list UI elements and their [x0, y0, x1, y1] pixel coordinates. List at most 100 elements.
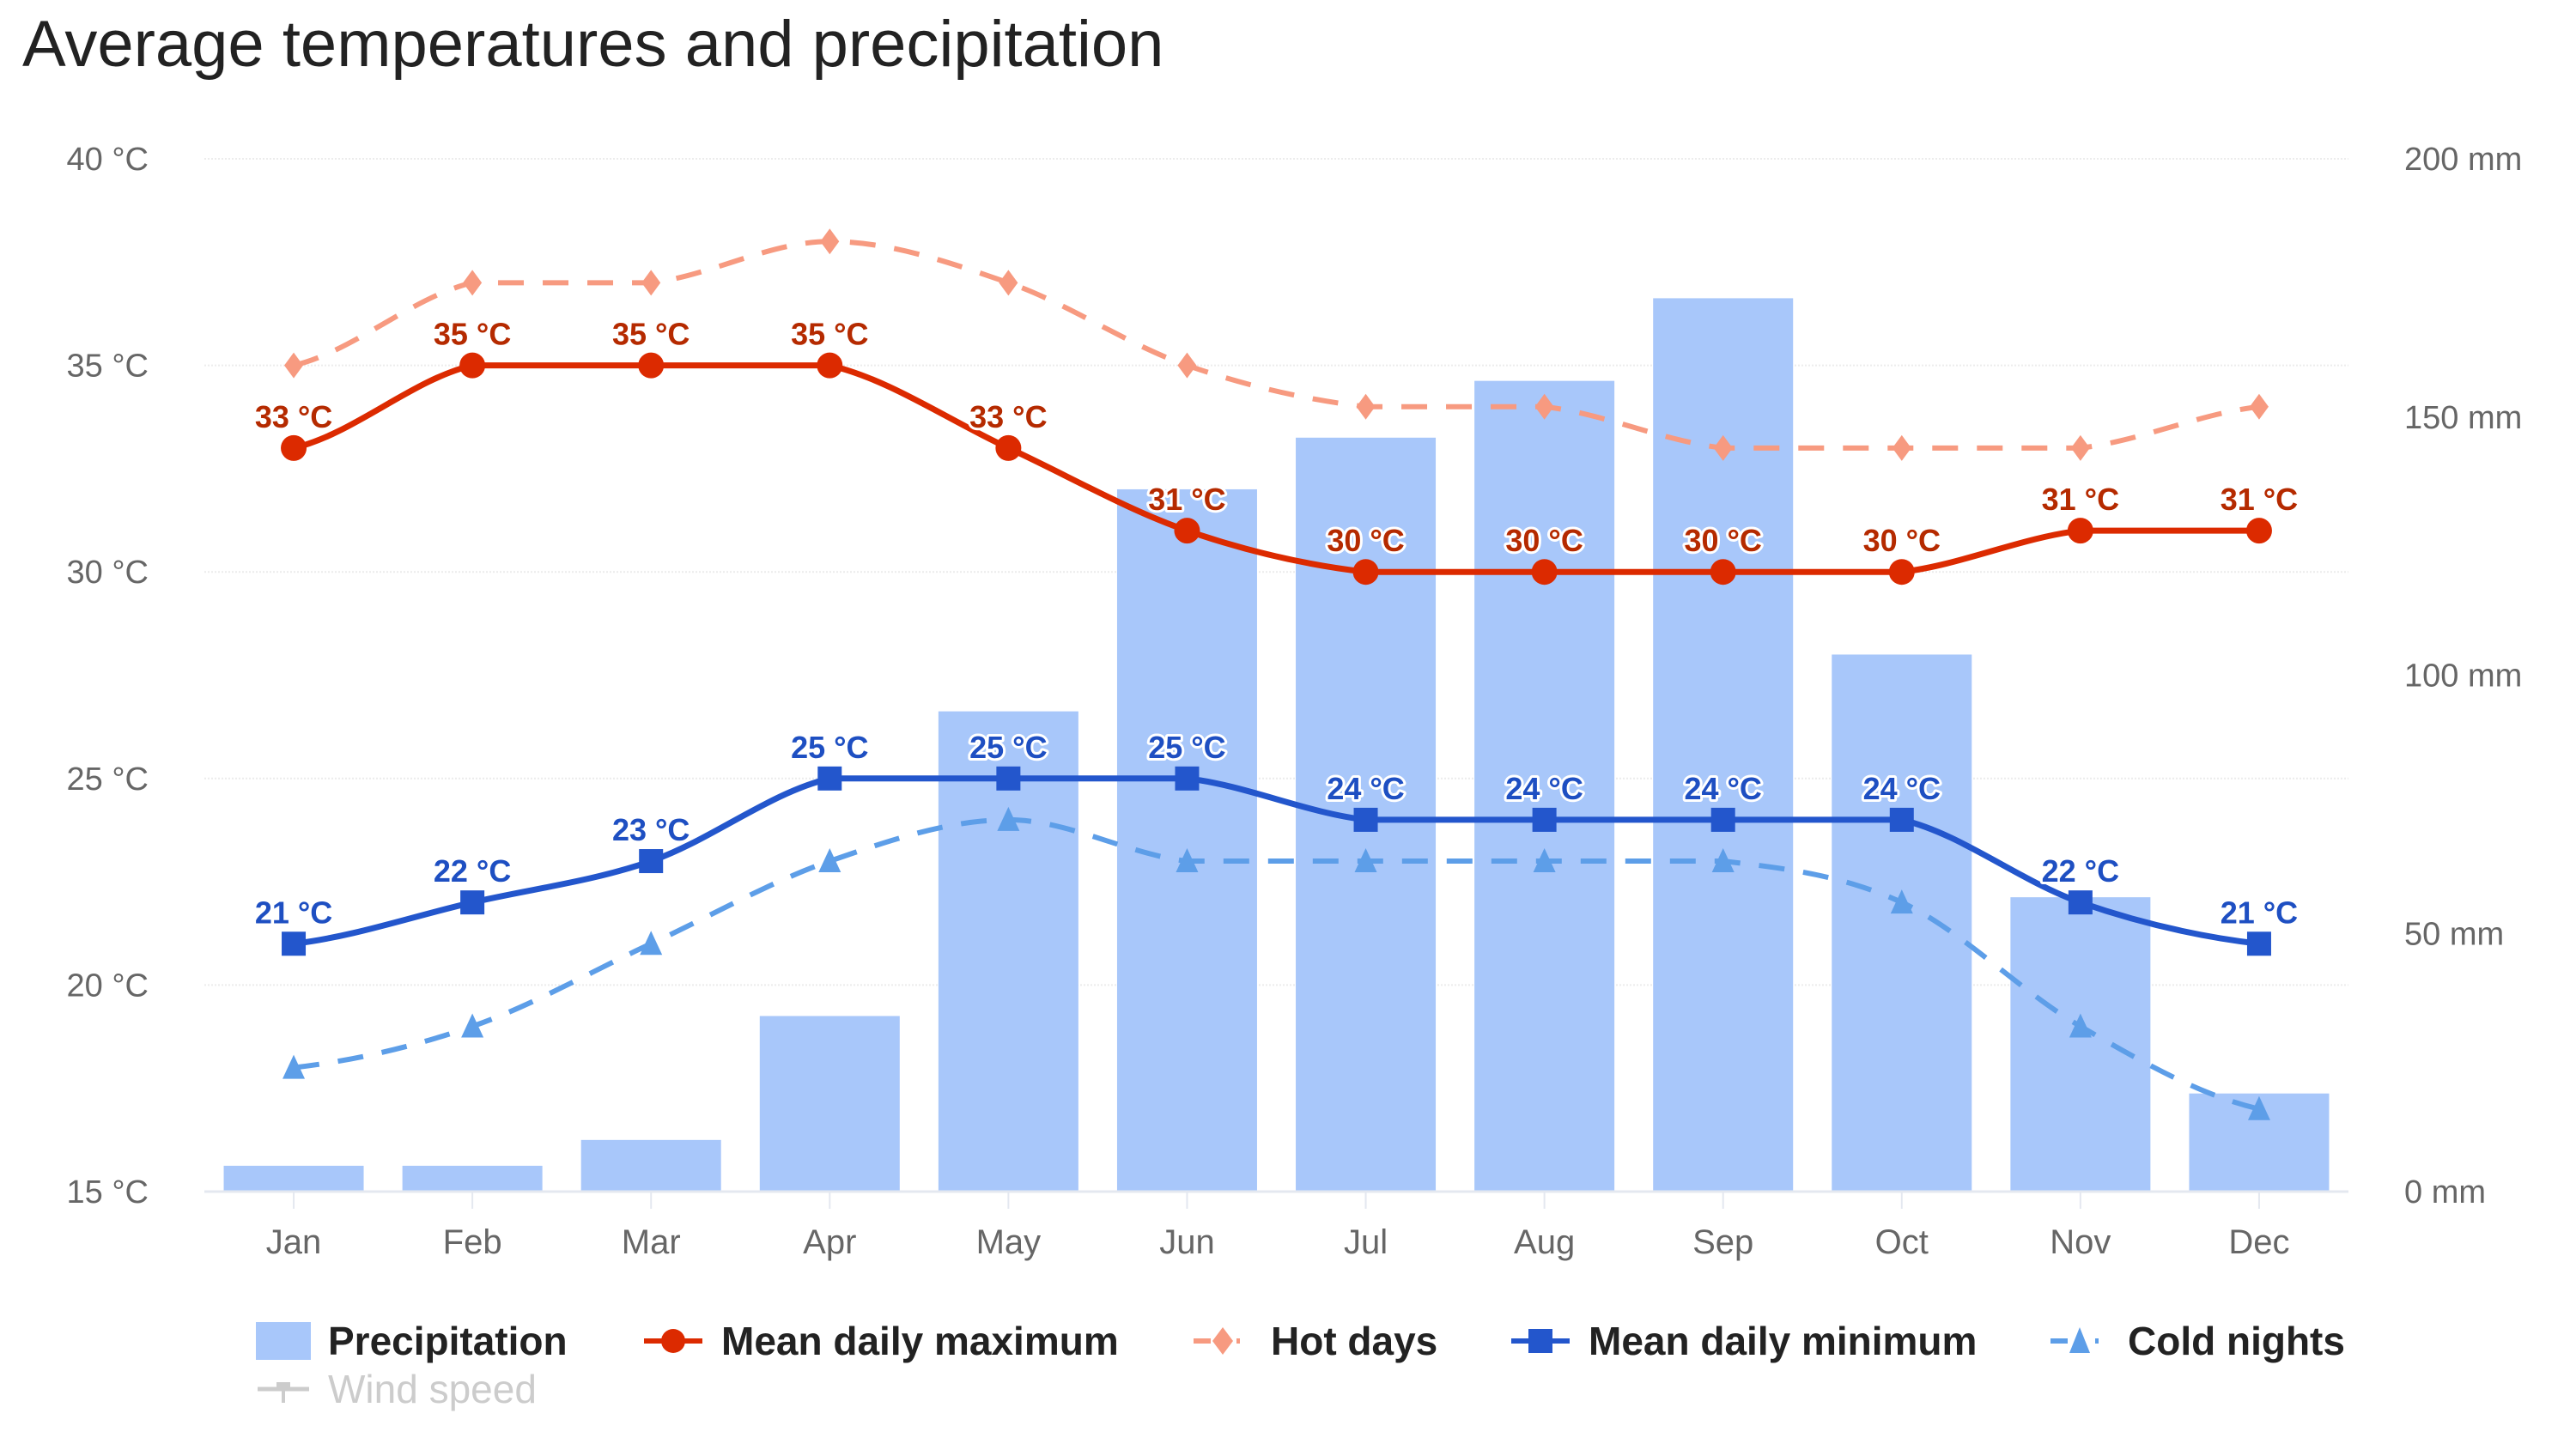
- hot-days-marker: [1534, 393, 1554, 420]
- square-marker-icon: [1511, 1329, 1570, 1353]
- y-right-tick-label: 50 mm: [2404, 916, 2504, 952]
- legend-label: Cold nights: [2128, 1319, 2345, 1363]
- precipitation-bar: [1653, 298, 1794, 1192]
- cold-nights-marker: [818, 848, 841, 873]
- cold-nights-marker: [461, 1013, 484, 1038]
- precipitation-bar: [580, 1139, 721, 1192]
- legend: Precipitation Mean daily maximum Hot day…: [256, 1318, 2403, 1447]
- mean-daily-minimum-data-label: 23 °C: [612, 812, 690, 847]
- hot-days-marker: [641, 270, 661, 296]
- hot-days-marker: [1892, 434, 1911, 461]
- precipitation-bar: [2010, 897, 2151, 1192]
- cold-nights-marker: [2069, 1013, 2092, 1038]
- mean-daily-minimum-data-label: 24 °C: [1327, 771, 1404, 806]
- precipitation-bar: [402, 1165, 543, 1192]
- legend-label: Hot days: [1271, 1319, 1438, 1363]
- x-tick-label: Jan: [266, 1223, 322, 1261]
- y-left-tick-label: 25 °C: [67, 761, 149, 798]
- circle-marker-icon: [644, 1329, 702, 1353]
- precipitation-bar: [223, 1165, 364, 1192]
- x-tick-label: Mar: [622, 1223, 681, 1261]
- cold-nights-marker: [997, 806, 1020, 831]
- mean-daily-maximum-data-label: 33 °C: [969, 399, 1047, 434]
- precipitation-bar: [938, 711, 1078, 1192]
- hot-days-marker: [820, 228, 840, 255]
- bar-swatch-icon: [256, 1322, 311, 1360]
- cold-nights-line: [293, 816, 2260, 1112]
- legend-item-cold-nights[interactable]: Cold nights: [2049, 1318, 2345, 1364]
- mean-daily-maximum-marker: [2245, 518, 2272, 544]
- mean-daily-minimum-data-label: 24 °C: [1863, 771, 1941, 806]
- x-tick-label: Sep: [1692, 1223, 1753, 1261]
- x-tick-label: Apr: [803, 1223, 856, 1261]
- data-labels: 33 °C 35 °C 35 °C 35 °C 33 °C 31 °C 30 °C 30 °C…: [252, 314, 2300, 933]
- legend-item-mean-daily-minimum[interactable]: Mean daily minimum: [1510, 1318, 1977, 1364]
- mean-daily-minimum-marker: [1889, 807, 1914, 832]
- mean-daily-maximum-marker: [2067, 518, 2093, 544]
- triangle-marker-icon: [2050, 1327, 2099, 1353]
- mean-daily-minimum-marker: [1353, 807, 1378, 832]
- mean-daily-minimum-marker: [817, 766, 842, 791]
- mean-daily-maximum-data-label: 35 °C: [434, 317, 511, 352]
- y-right-tick-label: 150 mm: [2404, 400, 2522, 436]
- mean-daily-maximum-marker: [638, 352, 665, 379]
- mean-daily-maximum-marker: [1174, 518, 1200, 544]
- mean-daily-maximum-marker: [1710, 559, 1736, 585]
- x-tick-label: May: [976, 1223, 1042, 1261]
- x-tick-label: Jul: [1344, 1223, 1388, 1261]
- mean-daily-maximum-data-label: 30 °C: [1327, 523, 1404, 558]
- mean-daily-minimum-data-label: 24 °C: [1684, 771, 1761, 806]
- hot-days-marker: [1713, 434, 1733, 461]
- mean-daily-minimum-data-label: 25 °C: [791, 730, 868, 765]
- mean-daily-maximum-data-label: 31 °C: [1148, 482, 1225, 517]
- cold-nights-marker: [640, 931, 663, 956]
- mean-daily-minimum-data-label: 25 °C: [969, 730, 1047, 765]
- diamond-marker-icon: [1194, 1327, 1240, 1355]
- legend-item-mean-daily-maximum[interactable]: Mean daily maximum: [642, 1318, 1119, 1364]
- hot-days-marker: [463, 270, 483, 296]
- precipitation-bar: [1832, 654, 1972, 1192]
- hot-days-marker: [1177, 352, 1197, 379]
- legend-item-precipitation[interactable]: Precipitation: [256, 1318, 568, 1364]
- y-left-tick-label: 30 °C: [67, 555, 149, 591]
- mean-daily-maximum-marker: [817, 352, 843, 379]
- cold-nights-marker: [1354, 848, 1377, 873]
- legend-item-wind-speed[interactable]: Wind speed: [256, 1366, 537, 1412]
- hot-days-marker: [284, 352, 304, 379]
- legend-label: Wind speed: [328, 1367, 537, 1411]
- mean-daily-maximum-marker: [1352, 559, 1379, 585]
- legend-item-hot-days[interactable]: Hot days: [1192, 1318, 1437, 1364]
- mean-daily-maximum-data-label: 35 °C: [791, 317, 868, 352]
- cold-nights-marker: [283, 1054, 306, 1079]
- mean-daily-minimum-data-label: 21 °C: [2221, 895, 2298, 930]
- mean-daily-maximum-data-label: 31 °C: [2221, 482, 2298, 517]
- y-left-tick-label: 20 °C: [67, 968, 149, 1004]
- series-lines: [293, 239, 2260, 1112]
- mean-daily-minimum-data-label: 25 °C: [1148, 730, 1225, 765]
- precipitation-bar: [759, 1016, 900, 1192]
- mean-daily-maximum-marker: [995, 434, 1022, 461]
- hot-days-marker: [999, 270, 1018, 296]
- mean-daily-minimum-marker: [1175, 766, 1200, 791]
- y-left-tick-label: 40 °C: [67, 142, 149, 178]
- mean-daily-maximum-data-label: 30 °C: [1505, 523, 1583, 558]
- x-tick-label: Oct: [1875, 1223, 1929, 1261]
- mean-daily-minimum-marker: [460, 890, 485, 915]
- mean-daily-maximum-data-label: 30 °C: [1863, 523, 1941, 558]
- axes: 40 °C 35 °C 30 °C 25 °C 20 °C 15 °C 200 mm 150 …: [67, 142, 2523, 1261]
- mean-daily-minimum-marker: [2246, 931, 2271, 956]
- mean-daily-maximum-data-label: 31 °C: [2042, 482, 2119, 517]
- x-tick-label: Aug: [1514, 1223, 1575, 1261]
- x-tick-label: Nov: [2050, 1223, 2111, 1261]
- legend-label: Precipitation: [328, 1319, 568, 1363]
- series-markers: [281, 228, 2272, 1120]
- legend-label: Mean daily maximum: [721, 1319, 1119, 1363]
- cold-nights-marker: [1711, 848, 1735, 873]
- x-tick-label: Jun: [1159, 1223, 1215, 1261]
- x-tick-label: Dec: [2228, 1223, 2289, 1261]
- y-left-tick-label: 15 °C: [67, 1174, 149, 1210]
- mean-daily-maximum-data-label: 35 °C: [612, 317, 690, 352]
- mean-daily-maximum-marker: [459, 352, 486, 379]
- mean-daily-maximum-marker: [1531, 559, 1558, 585]
